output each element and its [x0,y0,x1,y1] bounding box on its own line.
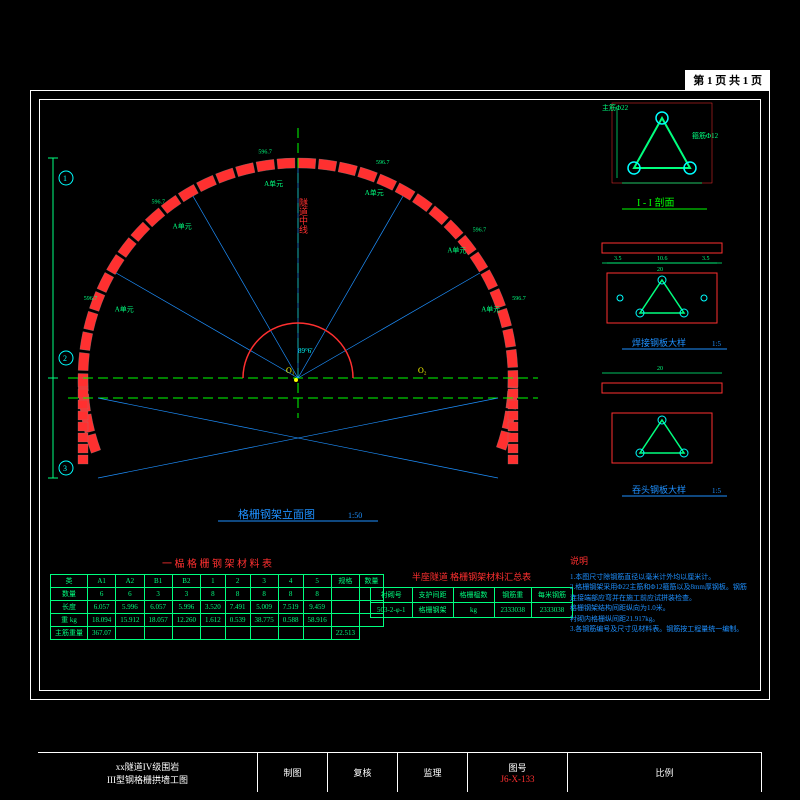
svg-text:596.7: 596.7 [376,160,390,166]
svg-text:O₁: O₁ [286,366,295,375]
material-table: 一 榀 格 栅 钢 架 材 料 表 类A1A2B1B212345规格数量数量66… [50,555,384,640]
svg-text:A单元: A单元 [447,246,466,255]
svg-text:箍筋Φ12: 箍筋Φ12 [692,131,719,140]
detail-drawings: 主筋Φ22 箍筋Φ12 I - I 剖面 20 3.5 10.6 3.5 焊接钢… [562,98,762,498]
svg-text:596.7: 596.7 [512,296,526,302]
page-indicator: 第 1 页 共 1 页 [685,70,770,90]
main-elevation-drawing: O₁ O₂ 89°6' 隧道中线 格栅钢架立面图 1:50 A单元 596.7 A单… [38,98,558,528]
svg-text:A单元: A单元 [365,188,384,197]
svg-text:1:50: 1:50 [348,511,362,520]
svg-text:I - I 剖面: I - I 剖面 [637,196,675,209]
table2-title: 半座隧道 格栅钢架材料汇总表 [370,570,573,583]
svg-text:596.7: 596.7 [258,149,272,155]
svg-text:3.5: 3.5 [614,256,622,262]
svg-text:O₂: O₂ [418,366,427,375]
svg-text:A单元: A单元 [481,304,500,313]
svg-text:2: 2 [63,354,67,363]
svg-text:主筋Φ22: 主筋Φ22 [602,103,629,112]
svg-text:20: 20 [657,267,663,273]
svg-text:1:5: 1:5 [712,487,721,495]
svg-text:3: 3 [63,464,67,473]
svg-text:A单元: A单元 [264,179,283,188]
svg-text:3.5: 3.5 [702,256,710,262]
svg-text:596.7: 596.7 [473,227,487,233]
svg-text:吞头钢板大样: 吞头钢板大样 [632,484,686,495]
svg-text:焊接钢板大样: 焊接钢板大样 [632,337,686,348]
title-block: xx隧道IV级围岩 III型钢格栅拱墙工图 制图 复核 监理 图号 J6-X-1… [38,752,762,792]
svg-text:隧道中线: 隧道中线 [298,197,308,234]
svg-text:1:5: 1:5 [712,340,721,348]
svg-text:A单元: A单元 [173,222,192,231]
tb-checker: 复核 [328,753,398,792]
svg-text:596.7: 596.7 [151,199,165,205]
drawing-title: xx隧道IV级围岩 III型钢格栅拱墙工图 [38,753,258,792]
svg-text:10.6: 10.6 [657,256,668,262]
svg-text:20: 20 [657,366,663,372]
svg-text:89°6': 89°6' [298,347,313,355]
svg-text:格栅钢架立面图: 格栅钢架立面图 [238,507,315,521]
svg-text:1: 1 [63,174,67,183]
tb-number: 图号 J6-X-133 [468,753,568,792]
svg-text:A单元: A单元 [115,304,134,313]
notes-block: 说明 1.本图尺寸除钢筋直径以毫米计外均以厘米计。2.格栅钢架采用Φ22主筋和Φ… [570,555,750,635]
svg-text:596.7: 596.7 [84,296,98,302]
table1-title: 一 榀 格 栅 钢 架 材 料 表 [50,555,384,570]
tb-scale: 比例 [568,753,762,792]
tb-drafter: 制图 [258,753,328,792]
summary-table: 半座隧道 格栅钢架材料汇总表 衬砌号支护间距格栅榀数钢筋重每米钢筋503-2-φ… [370,570,573,618]
notes-title: 说明 [570,555,750,569]
tb-supervisor: 监理 [398,753,468,792]
